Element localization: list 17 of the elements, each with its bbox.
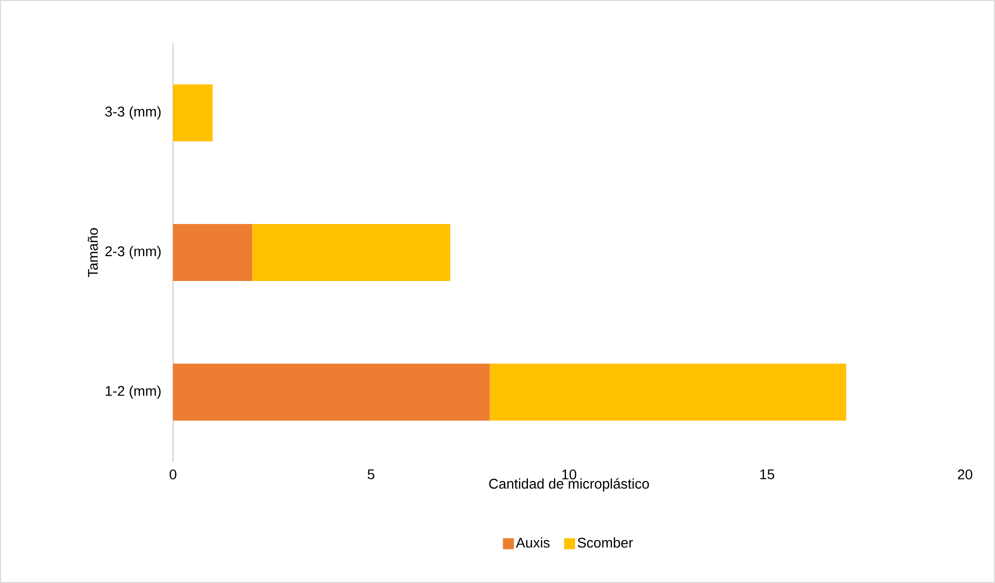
bar <box>173 364 490 421</box>
bar <box>252 224 450 281</box>
x-axis-title: Cantidad de microplástico <box>489 478 649 492</box>
legend-label: Scomber <box>578 537 633 548</box>
y-tick-label: 2-3 (mm) <box>105 246 161 260</box>
x-tick-label: 5 <box>368 470 374 480</box>
x-tick-label: 20 <box>958 470 972 480</box>
bar <box>173 224 252 281</box>
x-tick-label: 10 <box>562 470 576 480</box>
x-tick-label: 0 <box>170 470 176 480</box>
bar <box>490 364 846 421</box>
legend-label: Auxis <box>516 537 550 548</box>
y-tick-label: 3-3 (mm) <box>105 106 161 120</box>
x-tick-label: 15 <box>760 470 774 480</box>
y-axis-title: Tamaño <box>88 228 98 278</box>
y-tick-label: 1-2 (mm) <box>106 386 161 399</box>
bar <box>173 84 213 142</box>
